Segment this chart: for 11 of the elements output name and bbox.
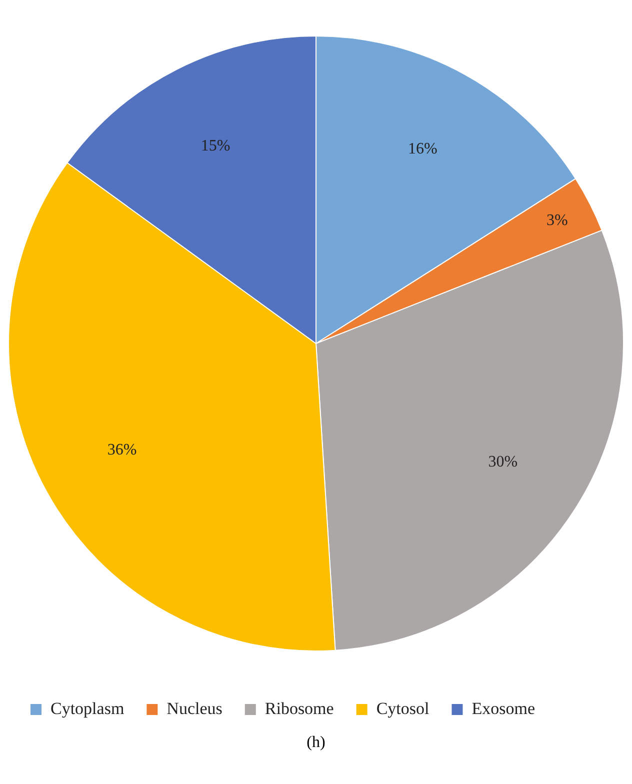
data-label: 16%: [408, 140, 438, 158]
data-label: 15%: [200, 137, 230, 154]
text: (h): [306, 734, 326, 752]
data-label: 30%: [488, 453, 518, 470]
legend-label: Nucleus: [166, 698, 222, 718]
data-label: 36%: [107, 441, 137, 458]
legend-label: Ribosome: [264, 698, 334, 718]
legend-label: Exosome: [472, 698, 536, 718]
data-label: 3%: [546, 212, 568, 229]
legend-label: Cytoplasm: [50, 698, 124, 718]
legend-label: Cytosol: [376, 698, 430, 718]
